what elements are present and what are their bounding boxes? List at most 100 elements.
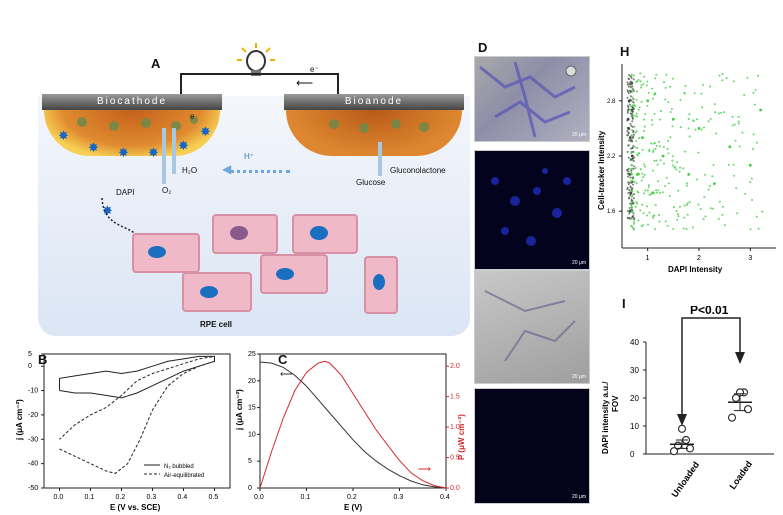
- scatter-point: [733, 123, 736, 126]
- y-tick-label: -30: [28, 436, 38, 443]
- scatter-point: [713, 103, 716, 106]
- scatter-point: [648, 150, 651, 153]
- scatter-point: [631, 216, 634, 219]
- scatter-point: [643, 173, 646, 176]
- scatter-point: [635, 140, 638, 143]
- scatter-point: [629, 185, 632, 188]
- scatter-point: [700, 128, 703, 131]
- scatter-point: [643, 163, 646, 166]
- scatter-point: [641, 172, 644, 175]
- scatter-point: [709, 207, 712, 210]
- scatter-point: [626, 150, 629, 153]
- scatter-point: [636, 146, 639, 149]
- scatter-point: [743, 94, 746, 97]
- scatter-point: [631, 202, 634, 205]
- cell-outline-overlay: [484, 290, 576, 362]
- scatter-point: [643, 129, 646, 132]
- rpe-cell: [260, 254, 328, 294]
- scatter-point: [715, 132, 718, 135]
- y2-tick-label: 2.0: [450, 363, 460, 370]
- scatter-point: [640, 179, 643, 182]
- scatter-point: [675, 209, 678, 212]
- scale-bar: 20 μm: [572, 260, 586, 266]
- scatter-point: [676, 213, 679, 216]
- scatter-point: [714, 111, 717, 114]
- scatter-point: [626, 110, 629, 113]
- scatter-point: [628, 136, 632, 139]
- scatter-point: [647, 91, 650, 94]
- loaded-arrowhead-icon: [735, 352, 745, 364]
- scatter-point: [626, 81, 629, 84]
- scatter-point: [626, 83, 629, 86]
- scatter-point: [704, 215, 707, 218]
- scatter-point: [711, 175, 714, 178]
- x-tick-label: 0.1: [85, 494, 95, 501]
- panel-h-label: H: [620, 44, 630, 59]
- scatter-point: [733, 174, 736, 177]
- scatter-point: [652, 142, 655, 145]
- scatter-point: [628, 128, 631, 131]
- significance-bracket: [681, 317, 741, 416]
- scatter-point: [652, 192, 655, 195]
- biocathode-enzyme-layer: [44, 110, 220, 156]
- x-tick-label: 2: [697, 255, 701, 262]
- scatter-point: [629, 75, 632, 78]
- scatter-point: [695, 178, 698, 181]
- scatter-point: [630, 198, 633, 201]
- scatter-point: [752, 91, 755, 94]
- scatter-point: [725, 77, 728, 80]
- scatter-point: [638, 106, 641, 109]
- scatter-point: [626, 217, 629, 220]
- scatter-point: [630, 99, 633, 102]
- scatter-point: [628, 103, 631, 106]
- scatter-point: [734, 139, 737, 142]
- x-axis-label: E (V vs. SCE): [110, 503, 161, 512]
- scatter-point: [632, 78, 635, 81]
- scatter-point: [684, 84, 687, 87]
- scatter-point: [626, 210, 629, 213]
- scatter-point: [632, 228, 635, 231]
- rpe-cell-label: RPE cell: [200, 320, 233, 329]
- scatter-point: [688, 113, 691, 116]
- scatter-point: [712, 164, 715, 167]
- scatter-point: [711, 207, 714, 210]
- rpe-cell: [212, 214, 278, 254]
- scatter-point: [703, 173, 706, 176]
- scatter-point: [658, 214, 661, 217]
- y-tick-label: 2.2: [607, 154, 616, 160]
- scatter-point: [672, 206, 675, 209]
- scatter-point: [631, 120, 634, 123]
- scatter-point: [627, 192, 630, 195]
- scatter-point: [643, 75, 646, 78]
- scatter-point: [738, 145, 741, 148]
- scatter-point: [647, 223, 650, 226]
- scatter-point: [631, 128, 634, 131]
- y-axis-label: j (μA cm⁻²): [236, 389, 244, 431]
- scatter-point: [757, 74, 760, 77]
- scatter-point: [632, 202, 635, 205]
- scatter-point: [721, 79, 724, 82]
- svg-text:✸: ✸: [118, 145, 129, 160]
- x-tick-label: 0.1: [301, 494, 311, 501]
- scatter-point: [675, 168, 678, 171]
- scatter-point: [676, 161, 679, 164]
- scatter-point: [637, 79, 640, 82]
- scatter-point: [630, 170, 633, 173]
- enzyme-molecules: [77, 116, 429, 133]
- scatter-point: [627, 108, 630, 111]
- gluconolactone-label: Gluconolactone: [390, 166, 446, 175]
- scatter-point: [627, 183, 630, 186]
- cell-network-overlay: [479, 61, 577, 138]
- y-tick-label: 20: [248, 378, 256, 385]
- h2o-arrow: [162, 128, 166, 184]
- scatter-point: [629, 217, 632, 220]
- scatter-point: [654, 204, 657, 207]
- panel-i-dot-plot: 0 10 20 30 40 P<0.01 DAPI intensity a.u./ FO…: [601, 306, 774, 499]
- y2-tick-label: 1.5: [450, 394, 460, 401]
- scatter-point: [628, 89, 631, 92]
- scatter-point: [631, 180, 634, 183]
- current-density-curve: [259, 361, 447, 489]
- proton-arrow: [230, 170, 290, 173]
- electron-label: e⁻: [310, 65, 319, 74]
- scatter-point: [671, 155, 674, 158]
